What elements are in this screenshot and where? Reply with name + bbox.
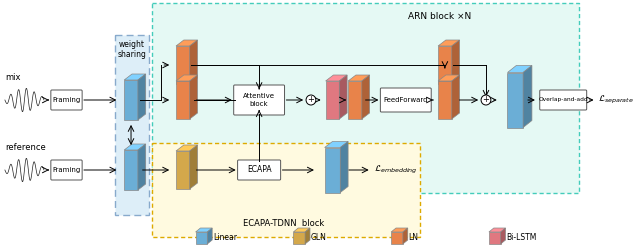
Polygon shape: [326, 81, 339, 119]
Polygon shape: [324, 148, 340, 192]
Polygon shape: [339, 75, 347, 119]
Text: ARN block ×N: ARN block ×N: [408, 12, 472, 21]
Polygon shape: [207, 228, 212, 244]
Text: $\mathcal{L}_{embedding}$: $\mathcal{L}_{embedding}$: [374, 164, 417, 176]
Polygon shape: [348, 75, 370, 81]
Polygon shape: [391, 228, 408, 232]
Text: Bi-LSTM: Bi-LSTM: [506, 234, 537, 243]
Polygon shape: [152, 3, 579, 193]
Polygon shape: [489, 232, 500, 244]
Polygon shape: [176, 75, 198, 81]
Text: reference: reference: [5, 143, 45, 152]
Polygon shape: [523, 65, 532, 127]
Polygon shape: [391, 232, 403, 244]
Polygon shape: [138, 74, 146, 120]
Circle shape: [306, 95, 316, 105]
Text: mix: mix: [5, 73, 20, 82]
Polygon shape: [138, 144, 146, 190]
Polygon shape: [452, 75, 460, 119]
Polygon shape: [176, 40, 198, 46]
Text: FeedForward: FeedForward: [383, 97, 428, 103]
Polygon shape: [176, 46, 189, 84]
Polygon shape: [489, 228, 506, 232]
Polygon shape: [305, 228, 310, 244]
Polygon shape: [124, 80, 138, 120]
Polygon shape: [196, 232, 207, 244]
FancyBboxPatch shape: [540, 90, 587, 110]
Text: Overlap-and-add: Overlap-and-add: [538, 97, 588, 102]
Polygon shape: [438, 81, 452, 119]
Polygon shape: [176, 81, 189, 119]
FancyBboxPatch shape: [237, 160, 280, 180]
Polygon shape: [115, 35, 148, 215]
FancyBboxPatch shape: [234, 85, 285, 115]
Polygon shape: [438, 40, 460, 46]
Text: Framing: Framing: [52, 97, 81, 103]
Text: $\mathcal{L}_{separate}$: $\mathcal{L}_{separate}$: [598, 94, 634, 106]
Polygon shape: [176, 145, 198, 151]
Polygon shape: [403, 228, 408, 244]
FancyBboxPatch shape: [51, 90, 82, 110]
Text: ECAPA-TDNN  block: ECAPA-TDNN block: [243, 219, 324, 228]
Polygon shape: [189, 75, 198, 119]
Text: +: +: [483, 95, 490, 104]
Polygon shape: [124, 74, 146, 80]
Polygon shape: [326, 75, 347, 81]
Circle shape: [481, 95, 491, 105]
Text: Linear: Linear: [213, 234, 237, 243]
Text: +: +: [307, 95, 314, 104]
Polygon shape: [189, 40, 198, 84]
Polygon shape: [452, 40, 460, 84]
Text: Attentive
block: Attentive block: [243, 93, 275, 106]
Polygon shape: [438, 46, 452, 84]
Polygon shape: [176, 151, 189, 189]
Text: GLN: GLN: [311, 234, 327, 243]
Text: weight
sharing: weight sharing: [118, 40, 147, 60]
Polygon shape: [508, 72, 523, 127]
Polygon shape: [362, 75, 370, 119]
Polygon shape: [293, 232, 305, 244]
Text: LN: LN: [409, 234, 419, 243]
Polygon shape: [508, 65, 532, 72]
Polygon shape: [196, 228, 212, 232]
Polygon shape: [340, 142, 348, 192]
Polygon shape: [324, 142, 348, 148]
Polygon shape: [124, 144, 146, 150]
FancyBboxPatch shape: [51, 160, 82, 180]
Polygon shape: [348, 81, 362, 119]
Text: Framing: Framing: [52, 167, 81, 173]
Polygon shape: [293, 228, 310, 232]
Polygon shape: [500, 228, 506, 244]
Text: ECAPA: ECAPA: [247, 165, 271, 175]
Polygon shape: [152, 143, 420, 237]
Polygon shape: [189, 145, 198, 189]
Polygon shape: [124, 150, 138, 190]
FancyBboxPatch shape: [380, 88, 431, 112]
Polygon shape: [438, 75, 460, 81]
